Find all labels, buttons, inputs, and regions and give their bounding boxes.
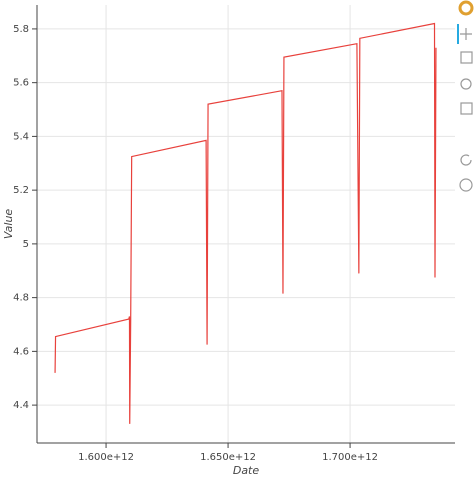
x-axis-label: Date bbox=[233, 464, 260, 477]
y-tick-label: 4.6 bbox=[13, 346, 29, 357]
help-tool[interactable] bbox=[459, 178, 473, 192]
y-tick-label: 4.4 bbox=[13, 400, 29, 411]
y-tick-label: 4.8 bbox=[13, 293, 29, 304]
box-zoom-tool[interactable] bbox=[460, 51, 473, 64]
wheel-zoom-tool[interactable] bbox=[460, 78, 472, 90]
y-tick-label: 5.2 bbox=[13, 185, 29, 196]
x-tick-label: 1.650e+12 bbox=[200, 452, 256, 463]
reset-tool[interactable] bbox=[460, 154, 472, 166]
y-tick-label: 5.4 bbox=[13, 131, 29, 142]
y-axis-label: Value bbox=[2, 209, 15, 240]
pan-tool[interactable] bbox=[460, 28, 472, 40]
x-tick-label: 1.700e+12 bbox=[322, 452, 378, 463]
y-tick-label: 5 bbox=[23, 239, 29, 250]
bokeh-logo[interactable] bbox=[458, 0, 474, 16]
toolbar bbox=[457, 0, 474, 192]
x-tick-label: 1.600e+12 bbox=[78, 452, 134, 463]
data-line bbox=[54, 22, 437, 424]
y-tick-label: 5.6 bbox=[13, 78, 29, 89]
y-tick-label: 5.8 bbox=[13, 24, 29, 35]
save-tool[interactable] bbox=[460, 102, 473, 115]
